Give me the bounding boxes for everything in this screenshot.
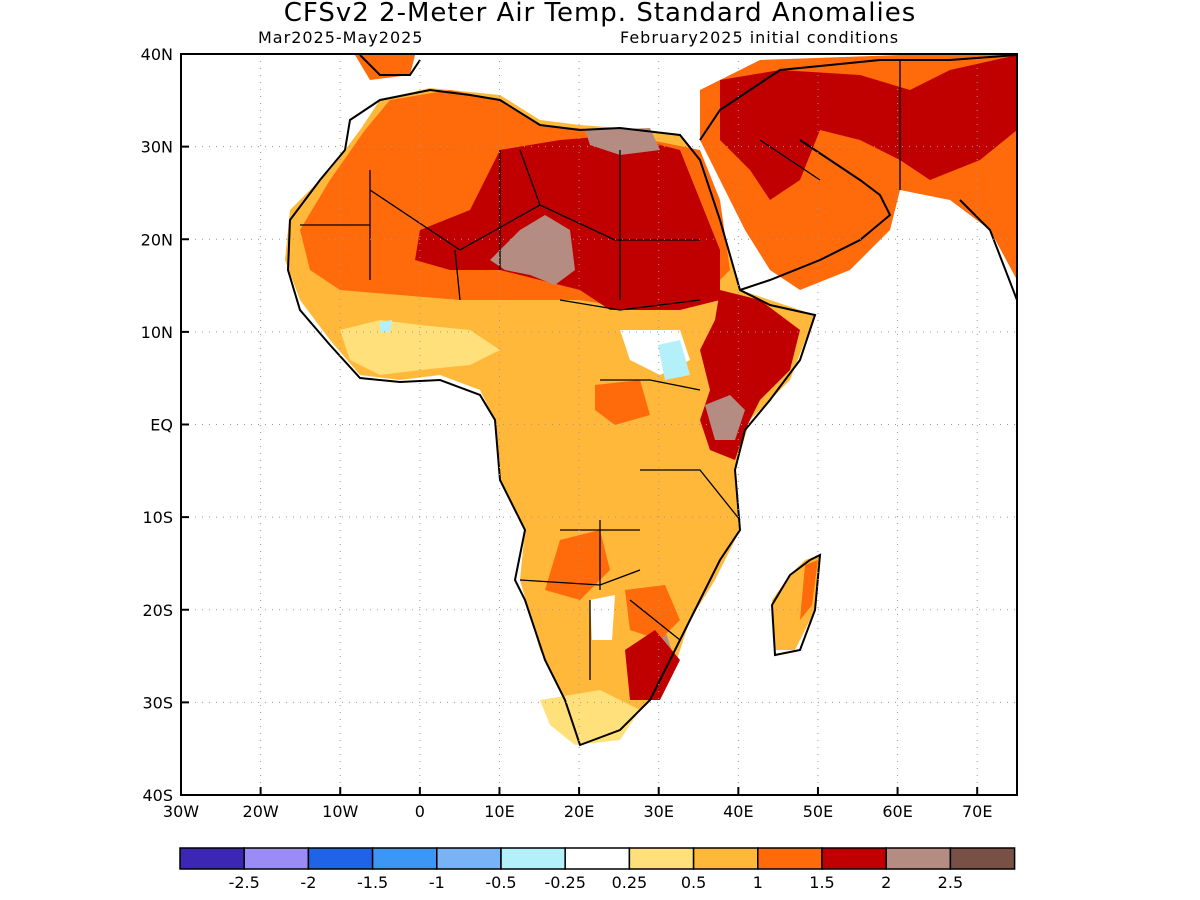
- x-tick-label: 30W: [163, 802, 199, 821]
- x-tick-label: 30E: [643, 802, 673, 821]
- colorbar-label: -2: [300, 873, 316, 892]
- colorbar-label: -0.25: [544, 873, 585, 892]
- y-tick-label: 20N: [141, 230, 173, 249]
- x-tick-label: 60E: [882, 802, 912, 821]
- colorbar-swatch: [692, 847, 759, 870]
- x-tick-label: 70E: [962, 802, 992, 821]
- anomaly-region-near-normal-namibia: [590, 595, 615, 640]
- colorbar-swatch: [564, 847, 631, 870]
- y-axis-labels: 40N 30N 20N 10N EQ 10S 20S 30S 40S: [141, 45, 173, 805]
- anomaly-region-west-africa: [340, 320, 500, 375]
- y-tick-label: 40S: [142, 786, 173, 805]
- x-tick-label: 20E: [564, 802, 594, 821]
- anomaly-region-east-africa: [705, 395, 745, 440]
- anomaly-region-south-africa-east: [625, 630, 680, 700]
- y-tick-label: 30N: [141, 138, 173, 157]
- anomaly-region-sahel: [415, 135, 720, 310]
- y-tick-label: 10S: [142, 508, 173, 527]
- colorbar: [179, 847, 1016, 870]
- colorbar-label: 1: [753, 873, 763, 892]
- colorbar-label: 1.5: [809, 873, 834, 892]
- axis-ticks: [180, 53, 979, 796]
- x-tick-label: 0: [415, 802, 425, 821]
- anomaly-region-mediterranean: [355, 55, 415, 80]
- colorbar-swatch: [436, 847, 502, 870]
- anomaly-region-ivory-coast: [380, 320, 392, 332]
- x-tick-label: 20W: [243, 802, 279, 821]
- y-tick-label: 10N: [141, 323, 173, 342]
- country-borders: [300, 60, 901, 680]
- x-tick-label: 50E: [803, 802, 833, 821]
- anomaly-region-south-sudan: [658, 340, 690, 380]
- y-tick-label: 20S: [142, 601, 173, 620]
- colorbar-label: 0.25: [612, 873, 648, 892]
- y-tick-label: EQ: [150, 416, 173, 435]
- colorbar-swatch: [307, 847, 374, 870]
- anomaly-region-levant: [720, 55, 1017, 200]
- anomaly-region-madagascar-east: [800, 560, 818, 620]
- y-tick-label: 30S: [142, 693, 173, 712]
- colorbar-swatch: [371, 847, 438, 870]
- chart-title: CFSv2 2-Meter Air Temp. Standard Anomali…: [283, 0, 917, 28]
- colorbar-label: -1: [429, 873, 445, 892]
- anomaly-region-zimbabwe: [625, 585, 680, 640]
- colorbar-swatch: [949, 847, 1016, 870]
- colorbar-label: -0.5: [485, 873, 516, 892]
- colorbar-label: 2: [881, 873, 891, 892]
- colorbar-labels: -2.5 -2 -1.5 -1 -0.5 -0.25 0.25 0.5 1 1.5 2 2.5: [229, 873, 964, 892]
- x-tick-label: 40E: [723, 802, 753, 821]
- x-tick-label: 10W: [322, 802, 358, 821]
- colorbar-swatch: [821, 847, 887, 870]
- anomaly-region-zambia: [595, 380, 650, 425]
- colorbar-label: -2.5: [229, 873, 260, 892]
- colorbar-swatch: [243, 847, 310, 870]
- colorbar-swatch: [179, 847, 245, 870]
- colorbar-swatch: [628, 847, 695, 870]
- anomaly-region-sahara-core: [490, 215, 575, 285]
- anomaly-region-libya-egypt: [585, 128, 660, 155]
- colorbar-label: 0.5: [681, 873, 706, 892]
- colorbar-swatch: [885, 847, 952, 870]
- colorbar-swatch: [500, 847, 566, 870]
- x-tick-label: 10E: [484, 802, 514, 821]
- x-axis-labels: 30W 20W 10W 0 10E 20E 30E 40E 50E 60E 70E: [163, 802, 993, 821]
- season-label: Mar2025-May2025: [258, 28, 424, 47]
- colorbar-label: -1.5: [357, 873, 388, 892]
- anomaly-shading: [285, 55, 1017, 745]
- y-tick-label: 40N: [141, 45, 173, 64]
- colorbar-label: 2.5: [938, 873, 963, 892]
- colorbar-swatch: [757, 847, 823, 870]
- initial-conditions-label: February2025 initial conditions: [620, 28, 900, 47]
